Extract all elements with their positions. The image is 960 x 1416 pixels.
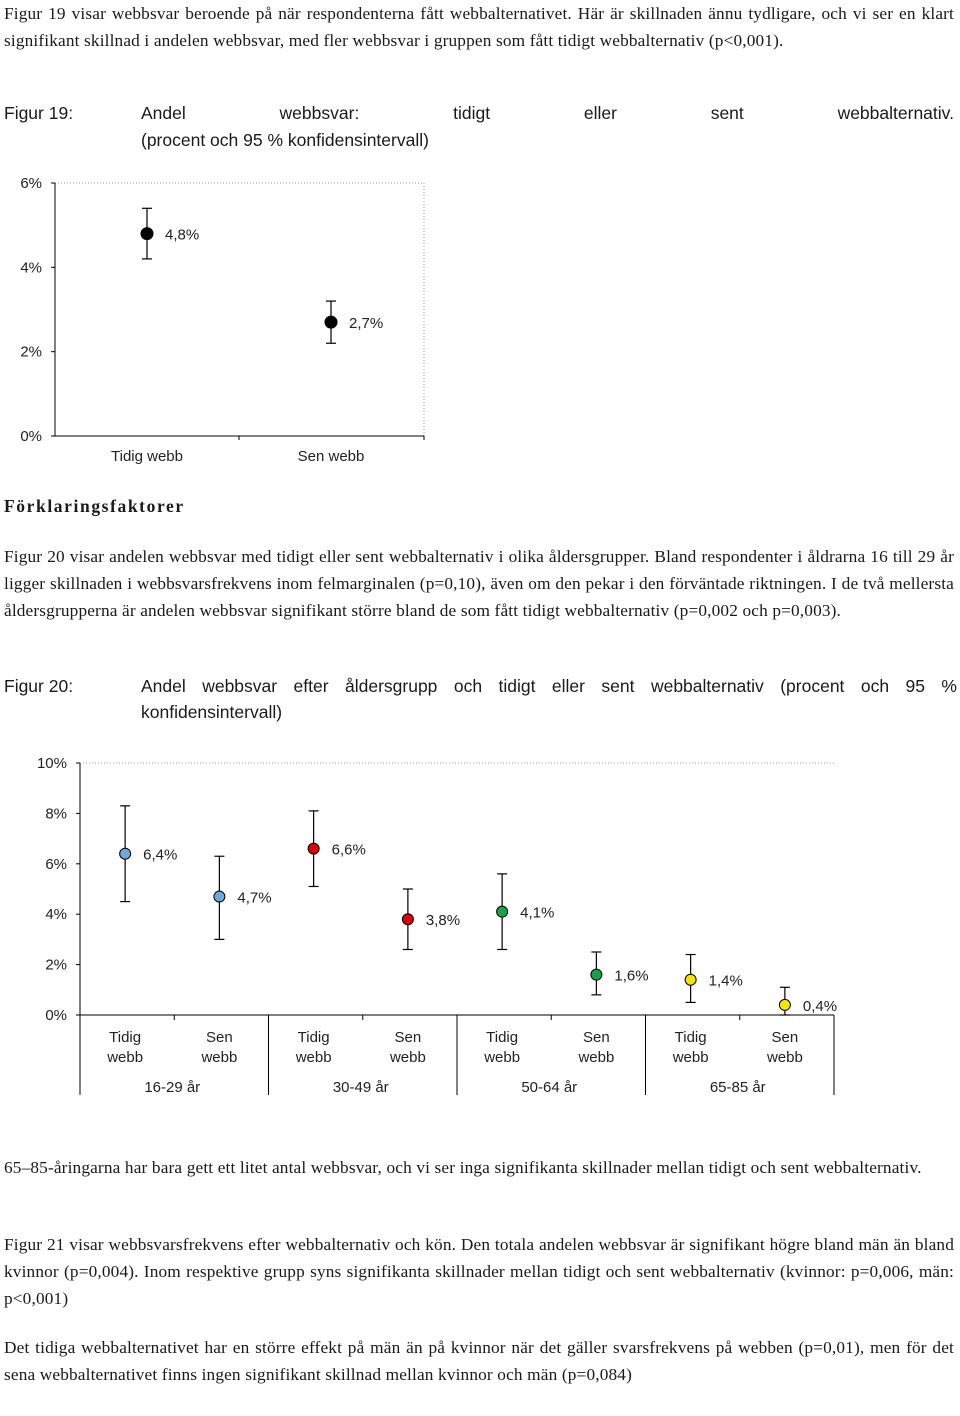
data-label: 4,1% [520, 905, 554, 922]
paragraph-intro-figure19: Figur 19 visar webbsvar beroende på när … [4, 4, 954, 50]
figure19-title-word: webbsvar: [279, 103, 360, 123]
paragraph-figure21-description: Figur 21 visar webbsvarsfrekvens efter w… [4, 1235, 954, 1308]
x-category-label: Tidig [109, 1029, 141, 1046]
data-point [590, 968, 603, 981]
y-tick-label: 4% [45, 906, 67, 923]
x-category-label: webb [483, 1049, 520, 1066]
x-category-label: webb [766, 1049, 803, 1066]
data-point [307, 842, 320, 855]
x-category-label: webb [200, 1049, 237, 1066]
y-tick-label: 6% [20, 175, 42, 192]
data-label: 0,4% [803, 998, 837, 1015]
x-group-label: 50-64 år [521, 1079, 577, 1096]
y-tick-label: 10% [37, 755, 67, 772]
x-group-label: 16-29 år [144, 1079, 200, 1096]
data-point [119, 847, 132, 860]
x-category-label: webb [106, 1049, 143, 1066]
figure19-title-word: sent [710, 103, 744, 123]
y-tick-label: 2% [20, 344, 42, 361]
x-category-label: Tidig webb [111, 448, 183, 465]
y-tick-label: 8% [45, 805, 67, 822]
paragraph-65-85: 65–85-åringarna har bara gett ett litet … [4, 1158, 922, 1177]
data-point [324, 315, 338, 329]
data-point [684, 973, 697, 986]
y-tick-label: 6% [45, 856, 67, 873]
figure19-title-word: eller [583, 103, 617, 123]
data-label: 3,8% [426, 912, 460, 929]
paragraph-early-web-effect: Det tidiga webbalternativet har en störr… [4, 1338, 954, 1384]
y-tick-label: 2% [45, 957, 67, 974]
figure19-chart: 0% 2% 4% 6% 4,8% Tidig webb 2,7% Sen webb [20, 175, 425, 465]
x-category-label: Sen [206, 1029, 233, 1046]
x-category-label: webb [672, 1049, 709, 1066]
data-point [778, 998, 791, 1011]
figure20-title-line2: konfidensintervall) [141, 702, 283, 722]
data-point [213, 890, 226, 903]
figure19-title-word: webbalternativ. [837, 103, 954, 123]
x-category-label: Tidig [675, 1029, 707, 1046]
data-label: 1,4% [709, 973, 743, 990]
figure20-label: Figur 20: [4, 676, 74, 696]
x-category-label: Sen [395, 1029, 422, 1046]
x-category-label: webb [295, 1049, 332, 1066]
section-heading: Förklaringsfaktorer [4, 496, 185, 516]
x-category-label: Sen webb [298, 448, 365, 465]
figure19-title-word: tidigt [453, 103, 491, 123]
x-group-label: 65-85 år [710, 1079, 766, 1096]
y-tick-label: 0% [20, 428, 42, 445]
data-label: 4,7% [237, 890, 271, 907]
data-point [401, 913, 414, 926]
figure19-label: Figur 19: [4, 103, 74, 123]
x-category-label: Sen [583, 1029, 610, 1046]
figure19-title-line2: (procent och 95 % konfidensintervall) [141, 130, 429, 150]
data-label: 1,6% [614, 968, 648, 985]
x-group-label: 30-49 år [333, 1079, 389, 1096]
data-point [496, 905, 509, 918]
figure19-title-word: Andel [141, 103, 186, 123]
data-label: 6,6% [332, 842, 366, 859]
data-label: 2,7% [349, 315, 383, 332]
x-category-label: Sen [772, 1029, 799, 1046]
paragraph-figure20-description: Figur 20 visar andelen webbsvar med tidi… [4, 547, 954, 620]
x-category-label: webb [389, 1049, 426, 1066]
data-point [140, 227, 154, 241]
figure20-title-line1: Andel webbsvar efter åldersgrupp och tid… [141, 676, 957, 696]
figure19-title-line1: Andel webbsvar: tidigt eller sent webbal… [141, 100, 954, 126]
data-label: 4,8% [165, 227, 199, 244]
y-tick-label: 4% [20, 259, 42, 276]
x-category-label: webb [577, 1049, 614, 1066]
x-category-label: Tidig [298, 1029, 330, 1046]
y-tick-label: 0% [45, 1007, 67, 1024]
x-category-label: Tidig [486, 1029, 518, 1046]
data-label: 6,4% [143, 847, 177, 864]
